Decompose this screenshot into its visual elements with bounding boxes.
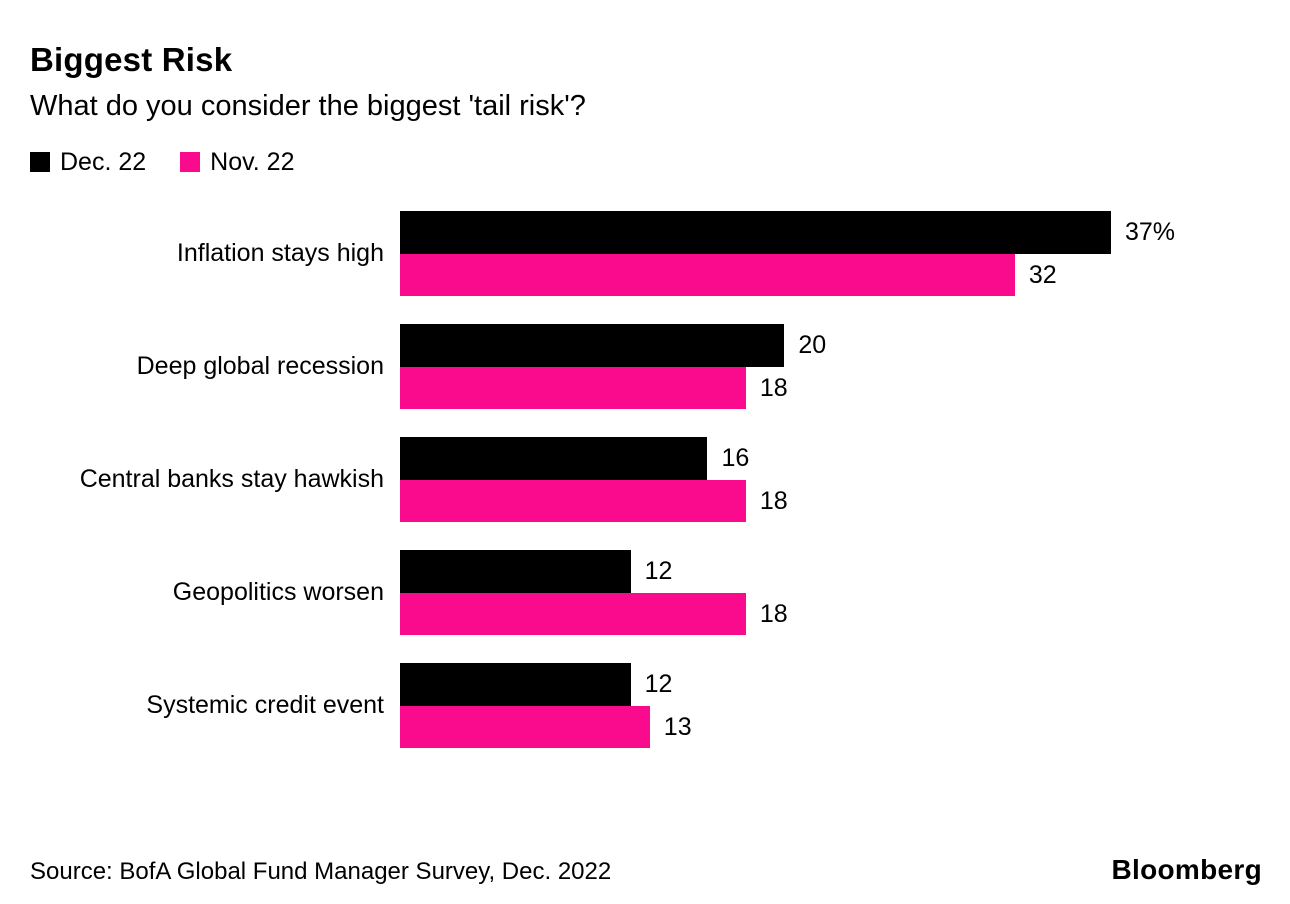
dec-22-bar (400, 324, 785, 367)
chart-title: Biggest Risk (30, 41, 233, 78)
bar-pair: 20 18 (400, 324, 1260, 410)
bar-pair: 16 18 (400, 437, 1260, 523)
legend-swatch-nov-22 (180, 152, 201, 173)
nov-22-bar (400, 479, 746, 523)
bar-row-nov-22: 18 (400, 479, 1260, 523)
nov-22-bar (400, 705, 650, 749)
chart-subtitle: What do you consider the biggest 'tail r… (30, 89, 586, 122)
plot-area: Inflation stays high 37% 32 Deep global rec… (30, 211, 1260, 749)
bar-pair: 12 18 (400, 550, 1260, 636)
legend-swatch-dec-22 (30, 152, 50, 173)
nov-22-bar (400, 253, 1015, 297)
value-label-dec-22: 20 (798, 331, 827, 360)
bar-row-dec-22: 16 (400, 437, 1260, 480)
bar-pair: 37% 32 (400, 211, 1260, 297)
category-label: Inflation stays high (176, 239, 384, 268)
value-label-dec-22: 12 (644, 557, 673, 586)
bar-pair: 12 13 (400, 663, 1260, 749)
legend-label-dec-22: Dec. 22 (60, 147, 147, 176)
bloomberg-logo: Bloomberg (1111, 854, 1262, 885)
value-label-nov-22: 18 (759, 486, 788, 515)
bar-row-dec-22: 37% (400, 211, 1260, 254)
category-label: Deep global recession (136, 352, 384, 381)
value-label-nov-22: 18 (759, 373, 788, 402)
bar-group: Geopolitics worsen 12 18 (30, 550, 1260, 636)
legend-item-nov-22: Nov. 22 (180, 148, 294, 177)
dec-22-bar (400, 211, 1111, 254)
legend-label-nov-22: Nov. 22 (210, 147, 295, 176)
bar-row-nov-22: 18 (400, 592, 1260, 636)
nov-22-bar (400, 592, 746, 636)
legend-item-dec-22: Dec. 22 (30, 148, 146, 177)
bar-row-nov-22: 18 (400, 366, 1260, 410)
bar-row-nov-22: 32 (400, 253, 1260, 297)
bar-row-dec-22: 12 (400, 550, 1260, 593)
bar-group: Deep global recession 20 18 (30, 324, 1260, 410)
nov-22-bar (400, 366, 746, 410)
bar-row-dec-22: 20 (400, 324, 1260, 367)
bar-group: Inflation stays high 37% 32 (30, 211, 1260, 297)
dec-22-bar (400, 437, 708, 480)
legend: Dec. 22 Nov. 22 (30, 147, 1260, 177)
category-label: Central banks stay hawkish (79, 465, 384, 494)
value-label-dec-22: 12 (644, 670, 673, 699)
value-label-dec-22: 16 (721, 444, 750, 473)
bar-group: Systemic credit event 12 13 (30, 663, 1260, 749)
category-label: Geopolitics worsen (172, 578, 384, 607)
chart-footer: Source: BofA Global Fund Manager Survey,… (30, 854, 1262, 886)
value-label-dec-22: 37% (1125, 218, 1176, 247)
value-label-nov-22: 18 (759, 599, 788, 628)
dec-22-bar (400, 663, 631, 706)
bar-row-nov-22: 13 (400, 705, 1260, 749)
bar-row-dec-22: 12 (400, 663, 1260, 706)
value-label-nov-22: 13 (663, 712, 692, 741)
category-label: Systemic credit event (146, 691, 384, 720)
value-label-nov-22: 32 (1028, 260, 1057, 289)
dec-22-bar (400, 550, 631, 593)
source-text: Source: BofA Global Fund Manager Survey,… (30, 858, 612, 885)
bar-group: Central banks stay hawkish 16 18 (30, 437, 1260, 523)
